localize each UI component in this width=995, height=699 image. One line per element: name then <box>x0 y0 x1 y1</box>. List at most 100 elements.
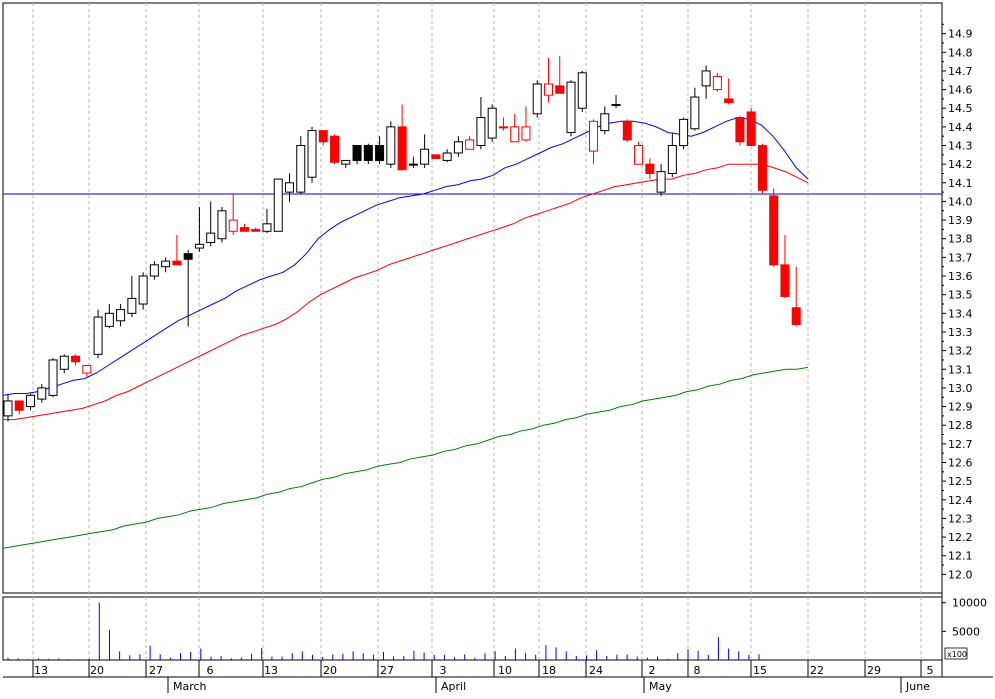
ma-long-line <box>2 366 809 549</box>
candle <box>780 235 790 299</box>
volume-bars <box>7 602 760 660</box>
candle-body <box>487 107 497 139</box>
candle-body <box>611 103 621 106</box>
candle <box>397 104 407 171</box>
candle <box>138 272 148 310</box>
y-tick-label: 12.2 <box>948 531 973 544</box>
x-month-label: May <box>649 680 672 693</box>
candle-body <box>352 145 362 161</box>
candle-body <box>251 228 261 232</box>
candle-body <box>116 309 126 322</box>
candle <box>487 104 497 142</box>
candle-body <box>420 148 430 165</box>
x-day-label: 22 <box>810 664 824 677</box>
candle-body <box>701 70 711 87</box>
candle <box>589 119 599 165</box>
candle-body <box>690 96 700 130</box>
y-tick-label: 12.4 <box>948 494 973 507</box>
y-tick-label: 12.0 <box>948 568 973 581</box>
ma-short-line <box>2 116 809 396</box>
candle <box>757 143 767 194</box>
candle-body <box>453 141 463 154</box>
candle-body <box>330 135 340 163</box>
candle <box>735 115 745 146</box>
candlesticks <box>3 56 801 422</box>
x-day-label: 2 <box>649 664 656 677</box>
candle-body <box>780 264 790 298</box>
candle-body <box>521 126 531 141</box>
price-axis: 12.0 12.1 12.2 12.3 12.4 12.5 12.6 12.7 12.8 12.9… <box>942 23 973 581</box>
candle-body <box>589 120 599 152</box>
candle <box>566 80 576 137</box>
candle-body <box>656 171 666 193</box>
candle <box>532 80 542 118</box>
candle-body <box>363 145 373 161</box>
candle <box>352 145 362 165</box>
y-tick-label: 12.5 <box>948 475 973 488</box>
candle-body <box>149 264 159 277</box>
volume-axis: 10000 5000 x100 <box>942 597 987 660</box>
x-day-label: 18 <box>542 664 556 677</box>
x-day-label: 13 <box>264 664 278 677</box>
date-axis: 13 20 27 6 13 20 27 3 10 18 24 2 8 15 22 29 5 March April M… <box>32 660 934 693</box>
candle-body <box>712 76 722 91</box>
y-tick-label: 14.1 <box>948 177 973 190</box>
candle <box>420 134 430 168</box>
y-tick-label: 13.8 <box>948 233 973 246</box>
candle <box>465 136 475 150</box>
candle-body <box>206 232 216 243</box>
candle <box>375 136 385 165</box>
y-tick-label: 12.3 <box>948 512 973 525</box>
candle <box>93 309 103 359</box>
candle-body <box>228 219 238 232</box>
volume-multiplier-label: x100 <box>947 650 967 659</box>
candle-body <box>679 118 689 147</box>
y-tick-label: 13.7 <box>948 251 973 264</box>
y-tick-label: 13.0 <box>948 382 973 395</box>
y-tick-label: 13.3 <box>948 326 973 339</box>
candle-body <box>341 159 351 165</box>
ma-mid-line <box>3 163 809 421</box>
candle <box>431 154 441 160</box>
candle <box>194 207 204 252</box>
candle <box>239 223 249 232</box>
candle <box>442 149 452 163</box>
y-tick-label: 14.5 <box>948 102 973 115</box>
candle <box>543 57 553 103</box>
candle-body <box>757 145 767 191</box>
y-tick-label: 12.1 <box>948 550 973 563</box>
candle-body <box>408 163 418 166</box>
candle-body <box>93 316 103 355</box>
candle-body <box>104 312 114 327</box>
x-day-label: 15 <box>753 664 767 677</box>
y-tick-label: 13.1 <box>948 363 973 376</box>
candle-body <box>442 152 452 161</box>
candle <box>172 235 182 266</box>
candle <box>363 143 373 165</box>
x-day-label: 27 <box>380 664 394 677</box>
y-tick-label: 13.2 <box>948 345 973 358</box>
volume-panel-border <box>2 596 943 661</box>
candle <box>296 136 306 194</box>
y-tick-label: 12.6 <box>948 456 973 469</box>
candle-body <box>375 145 385 161</box>
candle <box>149 261 159 280</box>
x-day-label: 5 <box>927 664 934 677</box>
candle-body <box>318 130 328 143</box>
candle <box>408 156 418 168</box>
x-day-label: 27 <box>149 664 163 677</box>
chart-frame <box>2 2 993 678</box>
candle-body <box>645 163 655 174</box>
candle <box>183 249 193 327</box>
candle <box>217 207 227 243</box>
moving-averages <box>2 116 809 549</box>
candle-body <box>161 260 171 268</box>
candle-body <box>543 83 553 96</box>
y-tick-label: 12.7 <box>948 438 973 451</box>
volume-tick-label: 5000 <box>952 625 980 638</box>
y-tick-label: 12.9 <box>948 401 973 414</box>
y-tick-label: 13.5 <box>948 289 973 302</box>
candle-body <box>577 72 587 109</box>
candle <box>318 130 328 146</box>
